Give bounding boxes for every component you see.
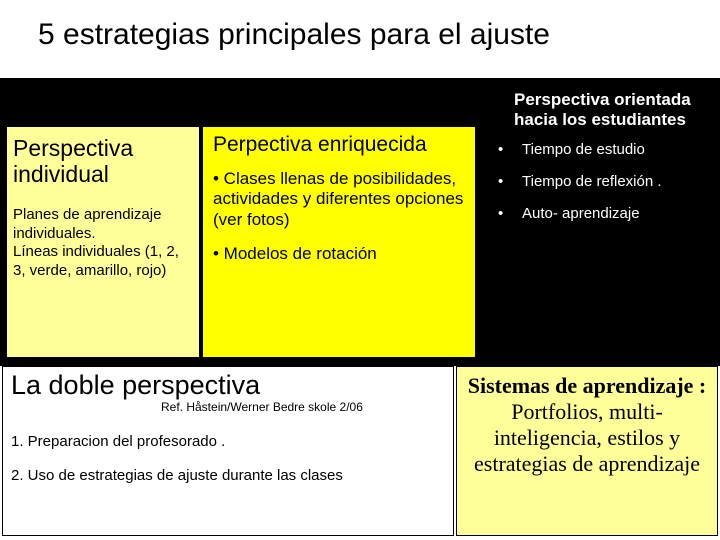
list-item: 1. Preparacion del profesorado . (11, 432, 445, 452)
bottom-right-text: Sistemas de aprendizaje : Portfolios, mu… (465, 373, 709, 477)
bottom-right-box: Sistemas de aprendizaje : Portfolios, mu… (456, 366, 718, 536)
bottom-right-bold: Sistemas de aprendizaje : (468, 373, 707, 398)
list-item-label: Auto- aprendizaje (522, 205, 710, 223)
bottom-left-box: La doble perspectiva Ref. Håstein/Werner… (2, 366, 454, 536)
list-item-label: Tiempo de estudio (522, 141, 710, 159)
bottom-left-title: La doble perspectiva (11, 371, 445, 401)
bottom-left-list: 1. Preparacion del profesorado . 2. Uso … (11, 432, 445, 485)
list-item-label: Tiempo de reflexión . (522, 173, 710, 191)
list-item: • Auto- aprendizaje (498, 205, 710, 223)
page-title: 5 estrategias principales para el ajuste (0, 0, 720, 52)
col-individual-title: Perspectiva individual (13, 135, 193, 188)
list-item: • Tiempo de reflexión . (498, 173, 710, 191)
col-students-title: Perspectiva orientada hacia los estudian… (498, 90, 710, 131)
slide: 5 estrategias principales para el ajuste… (0, 0, 720, 540)
col-individual: Perspectiva individual Planes de aprendi… (6, 126, 200, 358)
col-students-list: • Tiempo de estudio • Tiempo de reflexió… (498, 141, 710, 223)
col-individual-body: Planes de aprendizaje individuales.Línea… (13, 206, 193, 281)
list-item: 2. Uso de estrategias de ajuste durante … (11, 466, 445, 486)
bottom-left-ref: Ref. Håstein/Werner Bedre skole 2/06 (11, 401, 445, 415)
col-enriched-bullet1: • Clases llenas de posibilidades, activi… (213, 169, 471, 230)
col-students: Perspectiva orientada hacia los estudian… (480, 88, 716, 360)
bottom-right-rest: Portfolios, multi-inteligencia, estilos … (474, 399, 700, 476)
col-enriched: Perpectiva enriquecida • Clases llenas d… (202, 126, 476, 358)
bullet-icon: • (498, 141, 522, 159)
col-enriched-bullet2: • Modelos de rotación (213, 244, 471, 264)
bullet-icon: • (498, 205, 522, 223)
col-enriched-title: Perpectiva enriquecida (213, 133, 471, 157)
bullet-icon: • (498, 173, 522, 191)
list-item: • Tiempo de estudio (498, 141, 710, 159)
